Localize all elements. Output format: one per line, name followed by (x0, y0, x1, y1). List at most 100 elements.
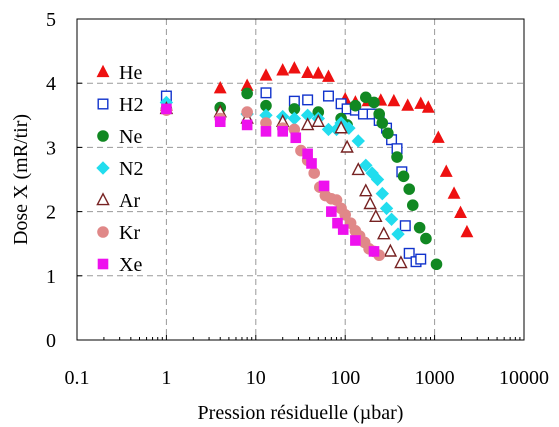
legend-marker-xe (97, 258, 109, 270)
legend-label: Ar (119, 190, 140, 212)
y-tick-label: 1 (46, 266, 56, 288)
data-point-ar (369, 209, 383, 223)
data-point-he (276, 63, 290, 76)
legend-marker-ne (97, 130, 109, 142)
data-point-ar (363, 196, 377, 210)
legend-marker-ar (96, 192, 110, 206)
x-tick-label: 10 (246, 367, 266, 389)
data-point-ne (241, 87, 253, 100)
legend-item-kr: Kr (97, 222, 140, 244)
data-point-n2 (384, 212, 399, 227)
legend-item-he: He (96, 62, 142, 84)
data-point-ne (420, 232, 432, 245)
legend-item-xe: Xe (97, 254, 142, 276)
x-tick-label: 10000 (499, 367, 549, 389)
y-tick-label: 2 (46, 202, 56, 224)
data-point-he (401, 98, 415, 111)
legend-marker-h2 (97, 98, 109, 110)
data-point-he (431, 130, 445, 143)
data-point-n2 (351, 134, 365, 148)
data-point-xe (368, 246, 380, 257)
x-tick-label: 1000 (415, 367, 455, 389)
legend-label: Ne (119, 126, 142, 148)
data-point-h2 (403, 247, 415, 259)
legend-label: H2 (119, 94, 143, 116)
data-point-xe (302, 148, 313, 160)
data-point-h2 (415, 253, 427, 265)
data-point-ne (368, 96, 380, 109)
y-tick-label: 4 (46, 73, 56, 95)
data-point-ne (376, 117, 389, 129)
x-tick-label: 100 (330, 367, 360, 389)
series-xe (161, 103, 380, 257)
data-point-n2 (379, 201, 394, 216)
data-point-ne (349, 99, 362, 112)
data-point-he (387, 93, 401, 107)
x-tick-label: 0.1 (65, 367, 90, 389)
data-point-ar (334, 120, 348, 134)
data-point-ne (382, 127, 394, 140)
y-tick-label: 5 (46, 9, 56, 31)
data-point-ar (311, 113, 326, 128)
legend-item-ar: Ar (96, 190, 140, 212)
data-point-xe (306, 158, 317, 169)
data-point-n2 (391, 227, 405, 241)
legend-label: Xe (119, 254, 142, 276)
data-point-h2 (322, 90, 334, 102)
data-point-xe (290, 132, 302, 144)
data-point-he (439, 164, 453, 177)
legend-marker-he (96, 64, 110, 78)
data-point-xe (318, 180, 330, 192)
data-point-ne (360, 91, 372, 104)
data-point-he (414, 96, 428, 109)
data-point-he (322, 69, 335, 82)
data-point-ne (391, 151, 403, 163)
data-point-he (213, 81, 227, 94)
data-point-he (301, 65, 315, 79)
data-point-kr (339, 209, 352, 221)
legend-label: N2 (119, 158, 143, 180)
data-point-kr (241, 106, 253, 118)
legend-item-ne: Ne (97, 126, 142, 148)
y-tick-label: 3 (46, 137, 56, 159)
y-axis-title: Dose X (mR/tir) (10, 114, 32, 245)
data-point-he (311, 66, 325, 79)
data-point-xe (277, 126, 289, 137)
data-point-ar (383, 243, 398, 257)
y-tick-label: 0 (46, 330, 56, 352)
data-point-kr (308, 167, 320, 179)
data-point-ar (300, 117, 315, 131)
data-point-he (454, 205, 467, 218)
legend-item-n2: N2 (96, 158, 143, 180)
legend-label: He (119, 62, 142, 84)
series-he (159, 61, 474, 238)
data-point-h2 (260, 87, 272, 99)
data-point-ar (351, 162, 366, 176)
data-series (159, 61, 474, 271)
data-point-ne (406, 199, 419, 211)
legend-marker-kr (97, 226, 109, 238)
data-point-ar (359, 183, 373, 197)
data-point-ar (377, 226, 391, 240)
data-point-ar (340, 139, 354, 153)
data-point-he (421, 100, 435, 113)
data-point-n2 (359, 158, 373, 173)
data-point-xe (332, 217, 343, 229)
data-point-ne (413, 221, 426, 234)
data-point-h2 (399, 220, 411, 232)
axes (76, 18, 525, 341)
plot-frame (76, 18, 525, 341)
data-point-n2 (375, 186, 390, 201)
data-point-ne (397, 170, 410, 183)
data-point-xe (161, 103, 172, 115)
data-point-xe (241, 119, 253, 131)
data-point-xe (214, 116, 226, 128)
legend: He H2 Ne N2 Ar Kr Xe (96, 62, 143, 276)
data-point-he (287, 61, 301, 74)
x-axis-title: Pression résiduelle (µbar) (198, 402, 404, 424)
data-point-xe (326, 206, 337, 217)
data-point-ne (430, 258, 443, 271)
data-point-n2 (370, 172, 385, 187)
